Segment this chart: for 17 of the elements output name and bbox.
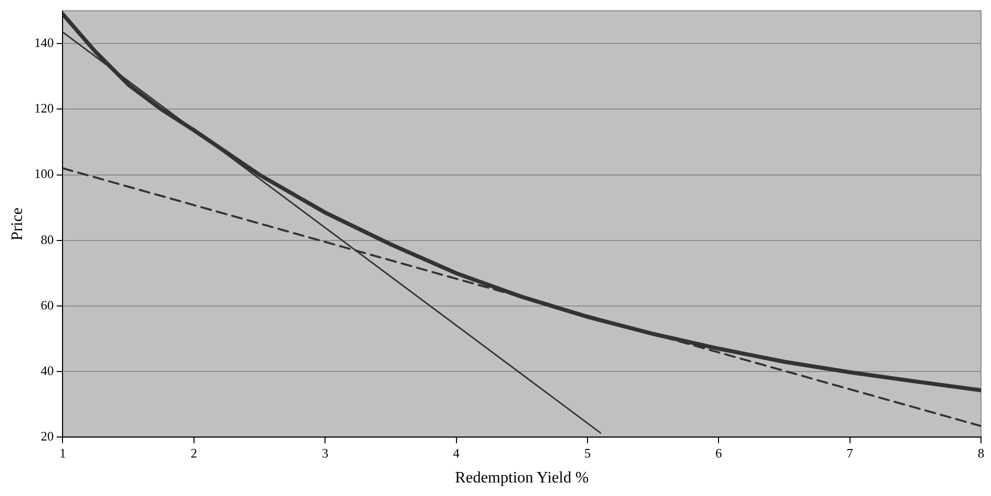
x-tick-label: 8 xyxy=(978,445,984,460)
x-tick-label: 2 xyxy=(190,445,198,460)
y-tick-label: 40 xyxy=(40,363,54,378)
y-tick-label: 20 xyxy=(40,428,54,444)
x-tick-label: 1 xyxy=(59,445,66,460)
y-tick-label: 120 xyxy=(34,100,54,116)
y-tick-label: 140 xyxy=(34,35,54,50)
x-axis-title: Redemption Yield % xyxy=(455,470,589,487)
y-axis-title: Price xyxy=(8,208,26,240)
y-tick-label: 80 xyxy=(40,232,54,247)
x-tick-label: 5 xyxy=(584,445,591,460)
y-tick-label: 60 xyxy=(40,297,54,312)
x-tick-label: 4 xyxy=(453,445,460,460)
y-tick-label: 100 xyxy=(34,166,54,182)
x-tick-label: 6 xyxy=(715,445,722,460)
x-tick-label: 7 xyxy=(846,445,854,460)
x-tick-label: 3 xyxy=(322,445,328,460)
